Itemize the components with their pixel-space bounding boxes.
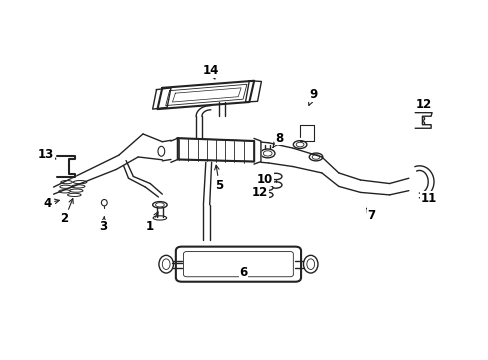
Text: 8: 8: [272, 132, 283, 148]
Ellipse shape: [155, 203, 164, 207]
Text: 3: 3: [99, 217, 107, 233]
Ellipse shape: [419, 117, 424, 121]
Ellipse shape: [306, 259, 314, 270]
Text: 12: 12: [414, 98, 430, 112]
Ellipse shape: [311, 155, 319, 159]
Ellipse shape: [248, 87, 257, 95]
Ellipse shape: [61, 159, 65, 163]
Text: 2: 2: [61, 199, 73, 225]
Ellipse shape: [293, 141, 306, 148]
Ellipse shape: [153, 216, 166, 220]
Text: 12: 12: [251, 186, 267, 199]
Text: 1: 1: [146, 212, 158, 233]
FancyBboxPatch shape: [183, 252, 293, 277]
Ellipse shape: [73, 180, 87, 184]
Ellipse shape: [69, 189, 83, 192]
Ellipse shape: [157, 95, 165, 103]
Ellipse shape: [269, 182, 282, 188]
Ellipse shape: [262, 192, 272, 198]
Text: 5: 5: [214, 165, 223, 192]
Text: 6: 6: [239, 266, 247, 279]
Ellipse shape: [67, 193, 81, 197]
Polygon shape: [152, 88, 171, 109]
Ellipse shape: [262, 185, 272, 190]
Polygon shape: [254, 139, 261, 164]
Ellipse shape: [60, 185, 71, 188]
FancyBboxPatch shape: [176, 247, 301, 282]
Ellipse shape: [269, 173, 282, 180]
Ellipse shape: [263, 151, 271, 156]
Polygon shape: [245, 81, 261, 102]
Text: 11: 11: [420, 192, 436, 205]
Ellipse shape: [260, 149, 274, 158]
Polygon shape: [178, 138, 254, 162]
Polygon shape: [414, 113, 431, 128]
Ellipse shape: [152, 202, 167, 208]
Text: 14: 14: [202, 64, 219, 79]
Ellipse shape: [162, 259, 170, 270]
Polygon shape: [171, 138, 178, 162]
Text: 9: 9: [308, 89, 317, 105]
Ellipse shape: [308, 153, 322, 161]
Polygon shape: [57, 156, 75, 177]
Ellipse shape: [296, 142, 304, 147]
Text: 7: 7: [366, 208, 374, 222]
Text: 4: 4: [43, 197, 59, 210]
Ellipse shape: [159, 255, 173, 273]
Ellipse shape: [303, 255, 317, 273]
Ellipse shape: [61, 170, 65, 174]
Polygon shape: [165, 84, 246, 105]
Text: 10: 10: [256, 173, 272, 186]
Ellipse shape: [158, 146, 164, 156]
Text: 13: 13: [38, 148, 56, 161]
Ellipse shape: [101, 199, 107, 206]
Polygon shape: [157, 81, 254, 109]
Ellipse shape: [419, 122, 424, 125]
Polygon shape: [172, 88, 241, 102]
Ellipse shape: [61, 180, 72, 184]
Ellipse shape: [59, 190, 70, 193]
Ellipse shape: [71, 185, 85, 188]
